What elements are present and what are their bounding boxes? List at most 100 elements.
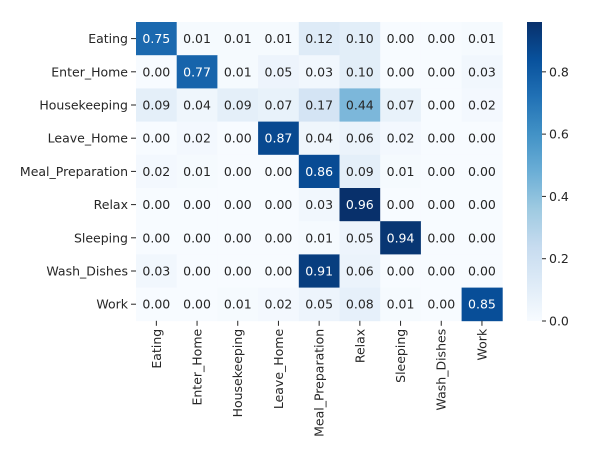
- cell-value-label: 0.00: [468, 131, 496, 146]
- heatmap-cell: [176, 121, 218, 156]
- cell-value-label: 0.07: [387, 98, 415, 113]
- cell-value-label: 0.00: [427, 31, 455, 46]
- colorbar-tick-label: 0.4: [549, 189, 569, 204]
- y-tick-label: Leave_Home: [48, 131, 129, 146]
- cell-value-label: 0.05: [305, 297, 333, 312]
- cell-value-label: 0.00: [265, 230, 293, 245]
- cell-value-label: 0.05: [265, 64, 293, 79]
- cell-value-label: 0.00: [224, 164, 252, 179]
- heatmap-cell: [217, 22, 259, 56]
- cell-value-label: 0.00: [142, 230, 170, 245]
- cell-value-label: 0.96: [346, 197, 374, 212]
- cell-value-label: 0.00: [224, 230, 252, 245]
- heatmap-cell: [420, 188, 462, 222]
- heatmap-cell: [380, 88, 422, 122]
- cell-value-label: 0.00: [427, 297, 455, 312]
- heatmap-cell: [136, 154, 178, 189]
- heatmap-cell: [380, 121, 422, 156]
- y-tick-label: Enter_Home: [51, 64, 128, 79]
- heatmap-cell: [380, 55, 422, 89]
- heatmap-cell: [136, 88, 178, 122]
- cell-value-label: 0.05: [346, 230, 374, 245]
- colorbar-tick-label: 0.8: [549, 64, 569, 79]
- cell-value-label: 0.00: [387, 264, 415, 279]
- heatmap-cell: [298, 55, 340, 89]
- cell-value-label: 0.00: [427, 164, 455, 179]
- heatmap-cell: [258, 188, 300, 222]
- heatmap-cell: [420, 55, 462, 89]
- heatmap-cell: [217, 121, 259, 156]
- cell-value-label: 0.00: [265, 164, 293, 179]
- heatmap-cell: [136, 22, 178, 56]
- heatmap-cell: [420, 88, 462, 122]
- heatmap-cell: [420, 221, 462, 255]
- heatmap-cell: [461, 254, 503, 288]
- heatmap-cell: [339, 254, 381, 288]
- cell-value-label: 0.00: [427, 230, 455, 245]
- y-tick-label: Wash_Dishes: [46, 264, 128, 279]
- heatmap-cell: [217, 254, 259, 288]
- heatmap-cell: [136, 121, 178, 156]
- cell-value-label: 0.09: [346, 164, 374, 179]
- x-tick-label: Relax: [352, 329, 367, 363]
- cell-value-label: 0.00: [265, 264, 293, 279]
- heatmap-cell: [380, 188, 422, 222]
- heatmap-cell: [461, 22, 503, 56]
- x-tick-label: Wash_Dishes: [434, 329, 449, 411]
- heatmap-cell: [176, 55, 218, 89]
- heatmap-cell: [298, 287, 340, 322]
- heatmap-cell: [339, 22, 381, 56]
- cell-value-label: 0.01: [305, 230, 333, 245]
- cell-value-label: 0.01: [387, 297, 415, 312]
- cell-value-label: 0.01: [183, 164, 211, 179]
- cell-value-label: 0.06: [346, 264, 374, 279]
- cell-value-label: 0.00: [224, 197, 252, 212]
- cell-value-label: 0.00: [224, 131, 252, 146]
- cell-value-label: 0.00: [427, 264, 455, 279]
- cell-value-label: 0.00: [427, 64, 455, 79]
- heatmap-cell: [176, 188, 218, 222]
- colorbar-tick-label: 0.2: [549, 251, 569, 266]
- x-tick-label: Leave_Home: [271, 329, 286, 410]
- x-tick-labels: Eating Enter_Home Housekeeping Leave_Home Me…: [149, 320, 489, 437]
- cell-value-label: 0.00: [224, 264, 252, 279]
- heatmap-cell: [258, 221, 300, 255]
- cell-value-label: 0.00: [427, 98, 455, 113]
- cell-value-label: 0.01: [224, 31, 252, 46]
- heatmap-cell: [461, 88, 503, 122]
- cell-value-label: 0.00: [183, 197, 211, 212]
- y-tick-label: Relax: [94, 197, 128, 212]
- cell-value-label: 0.00: [183, 264, 211, 279]
- cell-value-label: 0.00: [427, 131, 455, 146]
- cell-value-label: 0.00: [468, 197, 496, 212]
- cell-value-label: 0.09: [142, 98, 170, 113]
- x-tick-label: Work: [474, 328, 489, 360]
- x-tick-label: Sleeping: [393, 329, 408, 383]
- cell-value-label: 0.00: [183, 230, 211, 245]
- y-tick-label: Eating: [88, 31, 128, 46]
- y-tick-label: Housekeeping: [39, 98, 128, 113]
- cell-value-label: 0.00: [387, 64, 415, 79]
- heatmap-cell: [136, 287, 178, 322]
- heatmap-cell: [461, 188, 503, 222]
- cell-value-label: 0.00: [427, 197, 455, 212]
- heatmap-cell: [136, 221, 178, 255]
- cell-value-label: 0.01: [224, 64, 252, 79]
- heatmap-cell: [258, 55, 300, 89]
- x-tick-label: Meal_Preparation: [312, 329, 327, 437]
- heatmap-cell: [136, 254, 178, 288]
- heatmap-cell: [298, 121, 340, 156]
- heatmap-cell: [176, 221, 218, 255]
- cell-value-label: 0.00: [468, 230, 496, 245]
- colorbar: 0.0 0.2 0.4 0.6 0.8: [527, 22, 569, 329]
- y-tick-label: Sleeping: [74, 230, 128, 245]
- heatmap-cell: [258, 154, 300, 189]
- cell-value-label: 0.77: [183, 64, 211, 79]
- cell-value-label: 0.00: [142, 297, 170, 312]
- heatmap-cell: [380, 221, 422, 255]
- heatmap-cell: [339, 154, 381, 189]
- cell-value-label: 0.06: [346, 131, 374, 146]
- cell-value-label: 0.07: [265, 98, 293, 113]
- cell-value-label: 0.01: [183, 31, 211, 46]
- cell-value-label: 0.01: [387, 164, 415, 179]
